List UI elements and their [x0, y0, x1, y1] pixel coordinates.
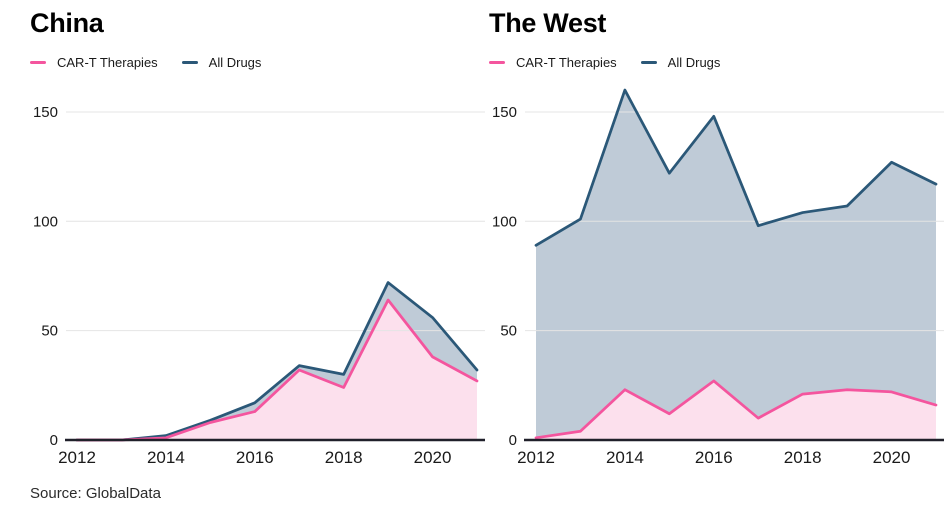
y-tick-label: 50 — [41, 323, 58, 340]
y-tick-label: 100 — [492, 213, 517, 230]
chart-title-west: The West — [489, 8, 607, 38]
cart-swatch-icon — [30, 61, 46, 64]
legend-label-alldrugs: All Drugs — [667, 55, 721, 70]
y-tick-label: 0 — [50, 432, 58, 449]
x-tick-label: 2012 — [58, 448, 96, 467]
line-all-drugs — [534, 88, 938, 247]
legend-west: CAR-T Therapies All Drugs — [489, 55, 720, 70]
alldrugs-swatch-icon — [181, 61, 198, 64]
legend-label-cart: CAR-T Therapies — [516, 55, 617, 70]
chart-panel-china: China CAR-T Therapies All Drugs 0 50 100 15… — [0, 0, 492, 480]
legend-china: CAR-T Therapies All Drugs — [30, 55, 261, 70]
y-tick-label: 0 — [509, 432, 517, 449]
y-tick-label: 50 — [500, 323, 517, 340]
x-tick-label: 2014 — [147, 448, 185, 467]
x-tick-label: 2018 — [325, 448, 363, 467]
legend-item-cart: CAR-T Therapies — [30, 55, 158, 70]
y-tick-label: 150 — [33, 104, 58, 121]
x-tick-label: 2020 — [414, 448, 452, 467]
chart-panel-west: The West CAR-T Therapies All Drugs 0 50 10… — [459, 0, 951, 480]
area-car-t-therapies — [536, 380, 936, 440]
legend-item-alldrugs: All Drugs — [181, 55, 262, 70]
area-all-drugs — [536, 90, 936, 440]
y-tick-label: 150 — [492, 104, 517, 121]
x-tick-label: 2016 — [236, 448, 274, 467]
x-tick-label: 2020 — [873, 448, 911, 467]
plot-area-west: 0 50 100 150 2012 2014 2016 2018 2020 — [492, 88, 944, 467]
y-tick-label: 100 — [33, 213, 58, 230]
x-tick-label: 2014 — [606, 448, 644, 467]
legend-label-alldrugs: All Drugs — [208, 55, 262, 70]
chart-title-china: China — [30, 8, 104, 38]
x-tick-label: 2012 — [517, 448, 555, 467]
line-car-t-therapies — [534, 379, 938, 440]
x-tick-label: 2016 — [695, 448, 733, 467]
legend-item-alldrugs: All Drugs — [640, 55, 721, 70]
legend-item-cart: CAR-T Therapies — [489, 55, 617, 70]
source-label: Source: GlobalData — [30, 485, 161, 502]
plot-area-china: 0 50 100 150 2012 2014 2016 2018 2020 — [33, 104, 485, 467]
x-tick-label: 2018 — [784, 448, 822, 467]
area-car-t-therapies — [77, 300, 477, 440]
legend-label-cart: CAR-T Therapies — [57, 55, 158, 70]
cart-swatch-icon — [489, 61, 505, 64]
alldrugs-swatch-icon — [640, 61, 657, 64]
